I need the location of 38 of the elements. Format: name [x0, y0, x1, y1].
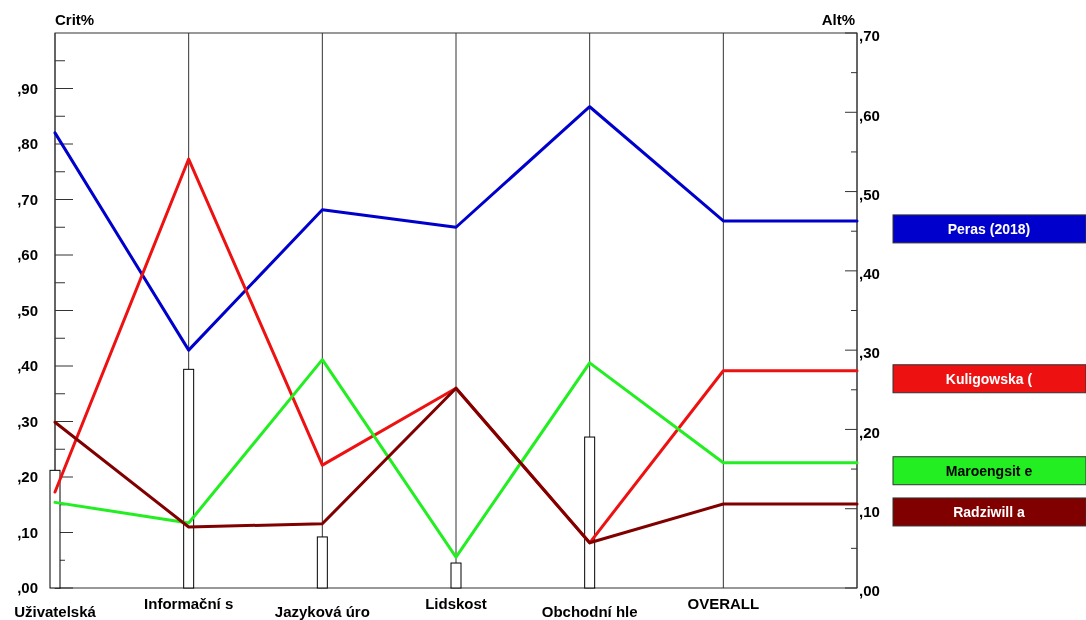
x-tick-label: Uživatelská [14, 603, 97, 620]
bar [183, 368, 195, 589]
y2-tick-label: ,10 [859, 502, 880, 520]
y2-tick-label: ,70 [859, 27, 880, 45]
bar [450, 562, 462, 589]
y2-tick-label: ,30 [859, 344, 880, 362]
x-tick-label: Lidskost [425, 595, 487, 612]
y-tick-label: ,50 [17, 301, 38, 319]
y2-axis-title: Alt% [821, 11, 855, 28]
y2-tick-label: ,20 [859, 423, 880, 441]
text: Peras (2018) [947, 220, 1031, 237]
bar [49, 469, 61, 589]
x-tick-label: Jazyková úro [274, 603, 370, 620]
y-tick-label: ,60 [17, 246, 38, 264]
y2-tick-label: ,50 [859, 185, 880, 203]
bar [584, 436, 596, 589]
y-tick-label: ,90 [17, 79, 38, 97]
text: Radziwill a [953, 503, 1025, 520]
y-tick-label: ,20 [17, 468, 38, 486]
bar [316, 536, 328, 589]
x-tick-label: OVERALL [687, 595, 760, 612]
y2-tick-label: ,40 [859, 265, 880, 283]
line-series [53, 358, 859, 559]
x-tick-label: Obchodní hle [541, 603, 638, 620]
line-series [53, 105, 859, 352]
y-tick-label: ,00 [17, 579, 38, 597]
x-tick-label: Informační s [144, 595, 234, 612]
text: Kuligowska ( [945, 370, 1033, 387]
y-axis-title: Crit% [55, 11, 95, 28]
line-series [53, 386, 859, 545]
y2-tick-label: ,60 [859, 106, 880, 124]
y-tick-label: ,80 [17, 135, 38, 153]
y-tick-label: ,40 [17, 357, 38, 375]
y2-tick-label: ,00 [859, 582, 880, 600]
y-tick-label: ,70 [17, 190, 38, 208]
text: Maroengsit e [945, 462, 1033, 479]
y-tick-label: ,10 [17, 523, 38, 541]
y-tick-label: ,30 [17, 412, 38, 430]
